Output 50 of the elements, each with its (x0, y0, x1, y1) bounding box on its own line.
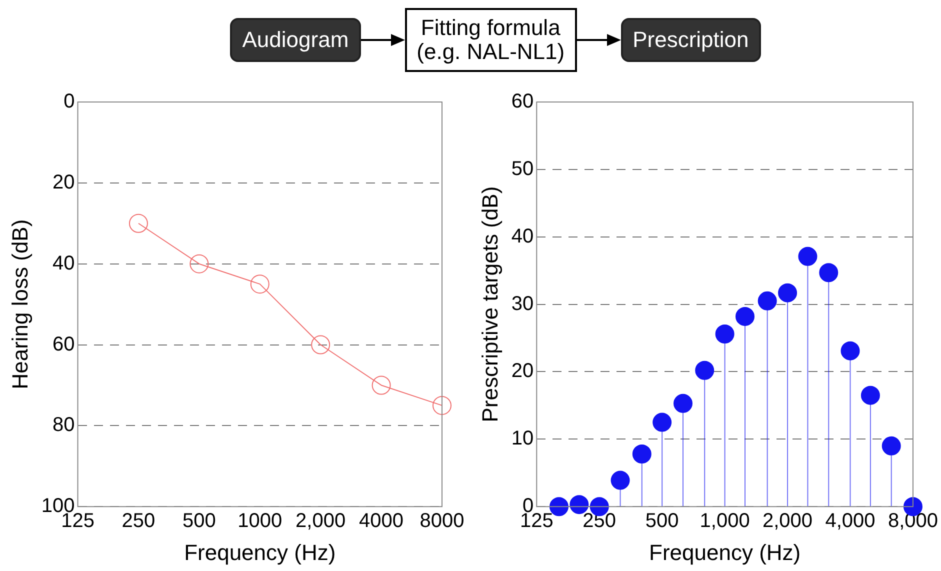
y-tick-label: 40 (511, 225, 534, 248)
x-tick-label: 500 (645, 510, 679, 532)
x-tick-label: 500 (182, 510, 216, 532)
point (311, 335, 330, 354)
point (778, 283, 798, 302)
point (190, 254, 209, 274)
x-tick-label: 2,000 (296, 510, 346, 532)
point (798, 246, 818, 266)
point (882, 436, 901, 456)
y-tick-label: 80 (52, 414, 75, 436)
x-tick-label: 8,000 (888, 510, 938, 532)
x-tick-label: 1,000 (700, 510, 750, 532)
point (736, 306, 755, 326)
point (819, 263, 838, 282)
x-tick-label: 4000 (359, 510, 404, 532)
y-tick-label: 60 (52, 333, 75, 356)
point (128, 214, 148, 233)
text: Fitting formula (e.g. NAL-NL1) (404, 8, 577, 72)
text: Prescription (620, 18, 761, 62)
point (372, 376, 391, 395)
point (860, 386, 880, 405)
y-axis-title: Prescriptive targets (dB) (477, 186, 502, 422)
y-tick-label: 50 (511, 158, 534, 180)
y-tick-label: 20 (52, 171, 75, 194)
point (652, 412, 672, 432)
x-tick-label: 1000 (238, 510, 282, 532)
y-tick-label: 0 (64, 90, 75, 113)
point (610, 470, 630, 490)
point (570, 495, 589, 514)
x-tick-label: 8000 (420, 510, 464, 532)
x-tick-label: 2,000 (762, 510, 813, 532)
text: Audiogram (230, 18, 361, 62)
x-tick-label: 250 (122, 510, 156, 532)
y-tick-label: 20 (511, 360, 534, 382)
point (715, 324, 734, 344)
point (758, 291, 777, 310)
point (632, 444, 652, 464)
y-axis-title: Hearing loss (dB) (7, 219, 32, 390)
y-tick-label: 30 (511, 292, 534, 315)
y-tick-label: 60 (511, 90, 534, 113)
point (250, 274, 270, 294)
y-tick-label: 10 (511, 428, 534, 450)
x-axis-title: Frequency (Hz) (649, 540, 801, 565)
x-tick-label: 4,000 (825, 510, 876, 532)
y-tick-label: 40 (52, 252, 75, 274)
point (674, 394, 692, 413)
x-axis-title: Frequency (Hz) (184, 540, 336, 565)
point (695, 360, 714, 380)
point (432, 396, 452, 415)
point (840, 341, 860, 360)
